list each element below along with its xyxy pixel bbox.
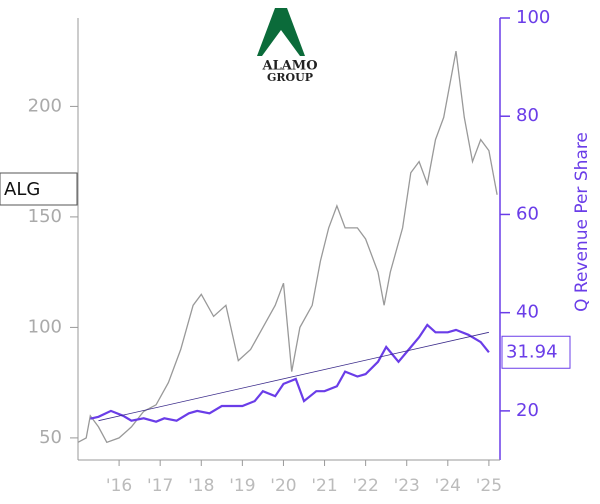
y-tick-label: 200 [28, 95, 62, 116]
ticker-box [0, 172, 78, 206]
x-tick-label: '21 [311, 476, 337, 496]
last-value-label: 31.94 [506, 341, 558, 362]
x-tick-label: '25 [476, 476, 502, 496]
last-value-box [501, 335, 571, 369]
x-tick-label: '22 [352, 476, 378, 496]
x-tick-label: '19 [229, 476, 255, 496]
y2-tick-label: 20 [516, 400, 539, 421]
y-tick-label: 150 [28, 206, 62, 227]
logo-mark [262, 30, 300, 56]
logo: ALAMO GROUP [257, 8, 318, 84]
y2-tick-label: 80 [516, 105, 539, 126]
x-tick-label: '20 [270, 476, 296, 496]
x-tick-label: '18 [188, 476, 214, 496]
y2-tick-label: 60 [516, 203, 539, 224]
x-tick-label: '24 [435, 476, 461, 496]
series-line [77, 50, 498, 444]
series-line [98, 331, 489, 422]
y-tick-label: 100 [28, 316, 62, 337]
y2-tick-label: 40 [516, 302, 539, 323]
logo-text: GROUP [267, 71, 313, 84]
logo-text: ALAMO [261, 59, 317, 74]
y2-tick-label: 100 [516, 7, 550, 28]
y2-axis-title: Q Revenue Per Share [572, 132, 592, 312]
series-line [90, 323, 490, 423]
x-tick-label: '23 [394, 476, 420, 496]
y-tick-label: 50 [39, 427, 62, 448]
x-tick-label: '16 [106, 476, 132, 496]
ticker: ALG [4, 179, 40, 200]
x-tick-label: '17 [147, 476, 173, 496]
